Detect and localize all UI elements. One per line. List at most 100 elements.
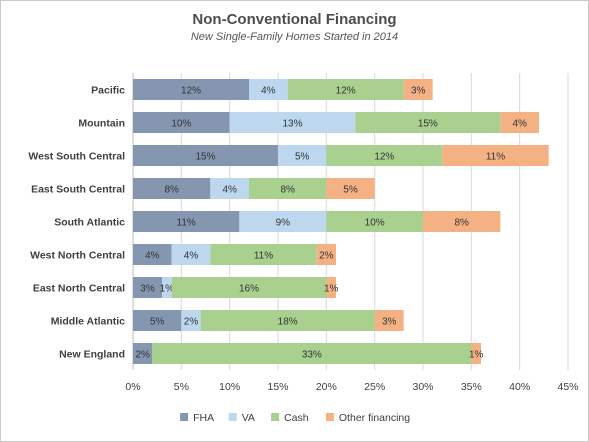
bar-segment [133, 112, 230, 133]
bar-data-label: 10% [365, 218, 385, 229]
bar-segment [181, 310, 201, 331]
bar-data-label: 4% [261, 86, 276, 97]
x-tick-label: 15% [267, 381, 288, 393]
bar-data-label: 8% [454, 218, 469, 229]
bar-segment [326, 145, 443, 166]
bar-segment [239, 211, 327, 232]
bar-data-label: 11% [177, 218, 196, 229]
bar-segment [152, 343, 472, 364]
bar-data-label: 1% [160, 284, 175, 295]
legend-label: FHA [193, 412, 214, 424]
bar-segment [326, 277, 336, 298]
legend-swatch [325, 413, 334, 421]
bar-data-label: 10% [171, 119, 191, 130]
x-tick-label: 25% [364, 381, 385, 393]
category-label: New England [59, 349, 125, 361]
bar-data-label: 4% [145, 251, 160, 262]
bar-data-label: 5% [343, 185, 358, 196]
bar-data-label: 11% [254, 251, 273, 262]
bar-segment [249, 178, 327, 199]
bar-data-label: 5% [295, 152, 310, 163]
bar-segment [442, 145, 549, 166]
bar-segment [133, 310, 182, 331]
legend-swatch [180, 413, 189, 421]
bar-data-label: 12% [336, 86, 356, 97]
x-tick-label: 30% [412, 381, 433, 393]
bar-segment [162, 277, 172, 298]
bar-data-label: 18% [278, 317, 298, 328]
legend-label: Other financing [339, 412, 410, 424]
bar-segment [171, 244, 211, 265]
x-tick-label: 45% [557, 381, 578, 393]
bar-segment [471, 343, 481, 364]
bar-segment [210, 178, 249, 199]
bar-segment [133, 277, 162, 298]
bar-data-label: 1% [469, 350, 484, 361]
x-tick-label: 40% [509, 381, 530, 393]
bar-data-label: 33% [302, 350, 322, 361]
category-label: East North Central [33, 283, 125, 295]
bar-segment [133, 244, 172, 265]
bar-segment [229, 112, 356, 133]
category-label: South Atlantic [54, 217, 125, 229]
bar-data-label: 11% [486, 152, 505, 163]
bar-data-label: 2% [135, 350, 150, 361]
bar-segment [133, 79, 249, 100]
category-label: Pacific [91, 85, 125, 97]
x-tick-label: 10% [219, 381, 240, 393]
bar-data-label: 12% [181, 86, 201, 97]
bar-data-label: 4% [184, 251, 199, 262]
legend-swatch [228, 413, 237, 421]
bar-data-label: 1% [324, 284, 339, 295]
bar-segment [133, 178, 211, 199]
bar-segment [355, 112, 501, 133]
bar-data-label: 15% [418, 119, 438, 130]
bar-segment [316, 244, 336, 265]
category-label: West North Central [30, 250, 125, 262]
x-tick-label: 5% [174, 381, 189, 393]
bar-segment [374, 310, 404, 331]
chart-title: Non-Conventional Financing [192, 11, 397, 28]
bar-segment [133, 211, 240, 232]
bar-data-label: 2% [319, 251, 334, 262]
category-label: West South Central [28, 151, 125, 163]
bar-data-label: 3% [411, 86, 426, 97]
bar-data-label: 8% [164, 185, 179, 196]
bar-segment [287, 79, 404, 100]
bar-data-label: 12% [374, 152, 394, 163]
bar-data-label: 13% [282, 119, 302, 130]
category-label: Middle Atlantic [51, 316, 125, 328]
bar-data-label: 15% [195, 152, 215, 163]
bar-data-label: 3% [140, 284, 155, 295]
legend-label: Cash [284, 412, 309, 424]
bar-segment [500, 112, 539, 133]
bar-data-label: 8% [280, 185, 295, 196]
chart-subtitle: New Single-Family Homes Started in 2014 [190, 31, 399, 43]
bar-segment [326, 178, 375, 199]
bar-segment [133, 343, 153, 364]
bar-segment [249, 79, 288, 100]
x-tick-label: 20% [316, 381, 337, 393]
x-tick-label: 0% [125, 381, 140, 393]
bar-segment [326, 211, 423, 232]
bar-data-label: 4% [512, 119, 527, 130]
bar-segment [133, 145, 278, 166]
bar-data-label: 5% [150, 317, 165, 328]
category-label: Mountain [78, 118, 125, 130]
bar-segment [200, 310, 375, 331]
bar-data-label: 2% [184, 317, 199, 328]
x-tick-label: 35% [461, 381, 482, 393]
legend-label: VA [242, 412, 255, 424]
bar-data-label: 4% [222, 185, 237, 196]
bar-segment [423, 211, 501, 232]
bar-segment [210, 244, 317, 265]
bar-segment [171, 277, 327, 298]
bar-segment [278, 145, 327, 166]
bar-segment [403, 79, 433, 100]
legend-swatch [271, 413, 280, 421]
bar-data-label: 16% [239, 284, 259, 295]
category-label: East South Central [31, 184, 125, 196]
bar-data-label: 3% [382, 317, 397, 328]
